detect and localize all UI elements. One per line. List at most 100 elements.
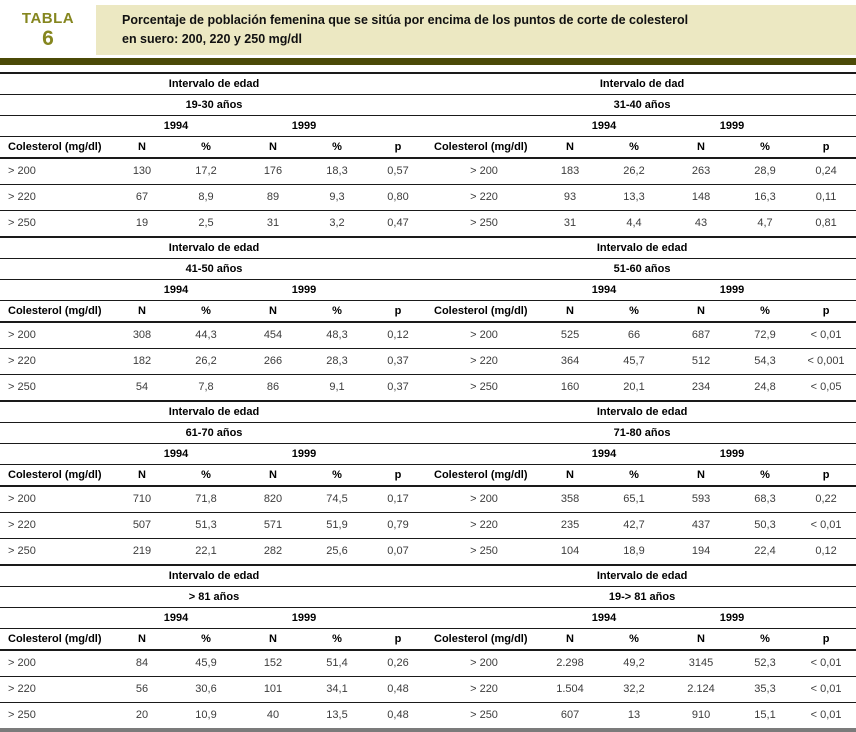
age-range-left: > 81 años — [0, 586, 429, 608]
pct-1994-value: 26,2 — [600, 157, 669, 185]
pct-1999-value: 34,1 — [306, 676, 368, 703]
header-divider-bar — [0, 57, 856, 65]
pct-1994-value: 45,7 — [600, 348, 669, 375]
n-1994-value: 67 — [112, 184, 172, 211]
year-1999-right: 1999 — [668, 279, 797, 301]
n-header: N — [240, 300, 306, 323]
n-1994-value: 93 — [540, 184, 601, 211]
table-title-line2: en suero: 200, 220 y 250 mg/dl — [122, 31, 302, 46]
row-label: > 250 — [428, 210, 541, 238]
table-number-tag: TABLA 6 — [0, 5, 96, 55]
pct-1999-value: 24,8 — [734, 374, 797, 402]
pct-1999-value: 52,3 — [734, 649, 797, 677]
n-1999-value: 234 — [668, 374, 735, 402]
pct-1994-value: 45,9 — [172, 649, 240, 677]
n-1999-value: 820 — [240, 485, 306, 513]
row-label: > 200 — [0, 649, 112, 677]
p-value: 0,48 — [368, 676, 429, 703]
n-header: N — [668, 136, 735, 159]
n-1994-value: 31 — [540, 210, 601, 238]
row-label: > 250 — [428, 538, 541, 566]
pct-header: % — [306, 300, 368, 323]
pct-1994-value: 10,9 — [195, 709, 217, 721]
age-range-row: 41-50 años 51-60 años — [0, 258, 856, 280]
row-label: > 220 — [0, 184, 112, 211]
year-1994-right: 1994 — [540, 279, 669, 301]
year-1999-right: 1999 — [668, 115, 797, 137]
cholesterol-header-left: Colesterol (mg/dl) — [0, 464, 112, 487]
table-row: > 200 84 45,9 152 51,4 0,26 > 200 2.298 … — [0, 649, 856, 677]
n-1994-value: 607 — [560, 709, 580, 721]
row-label: > 250 — [0, 538, 112, 566]
row-label: > 200 — [0, 321, 112, 349]
row-label: > 220 — [0, 512, 112, 539]
pct-header: % — [306, 628, 368, 651]
pct-1994-value: 32,2 — [600, 676, 669, 703]
n-1999-value: 512 — [668, 348, 735, 375]
cholesterol-header-left: Colesterol (mg/dl) — [0, 300, 112, 323]
p-value: 0,17 — [368, 485, 429, 513]
n-1994-value: 364 — [540, 348, 601, 375]
n-header: N — [240, 464, 306, 487]
pct-header: % — [734, 464, 797, 487]
cholesterol-header-left: Colesterol (mg/dl) — [0, 628, 112, 651]
pct-1999-value: 51,9 — [306, 512, 368, 539]
interval-label-right: Intervalo de dad — [428, 72, 856, 95]
pct-1999-value: 74,5 — [306, 485, 368, 513]
table-row: > 220 56 30,6 101 34,1 0,48 > 220 1.504 … — [0, 676, 856, 703]
year-1994-left: 1994 — [112, 443, 240, 465]
pct-header: % — [172, 300, 240, 323]
p-header: p — [796, 300, 856, 323]
years-row: 1994 1999 1994 1999 — [0, 443, 856, 465]
pct-1999-value: 54,3 — [734, 348, 797, 375]
interval-label-right: Intervalo de edad — [428, 236, 856, 259]
pct-1999-value: 68,3 — [734, 485, 797, 513]
n-1999-value: 687 — [668, 321, 735, 349]
n-1999-value: 437 — [668, 512, 735, 539]
n-header: N — [112, 628, 172, 651]
p-value: 0,37 — [368, 374, 429, 402]
row-label: > 200 — [0, 157, 112, 185]
p-header: p — [368, 136, 429, 159]
column-header-row: Colesterol (mg/dl) N % N % p Colesterol … — [0, 136, 856, 159]
p-value: 0,12 — [796, 538, 856, 566]
table-row: > 250 54 7,8 86 9,1 0,37 > 250 160 20,1 … — [0, 374, 856, 402]
age-range-right: 51-60 años — [428, 258, 856, 280]
table-row: > 200 130 17,2 176 18,3 0,57 > 200 183 2… — [0, 157, 856, 185]
n-1994-value: 2.298 — [540, 649, 601, 677]
pct-1994-value: 49,2 — [600, 649, 669, 677]
p-value: < 0,05 — [796, 374, 856, 402]
p-header: p — [796, 628, 856, 651]
p-header: p — [368, 300, 429, 323]
pct-1999-value: 15,1 — [754, 709, 776, 721]
year-1999-left: 1999 — [240, 115, 368, 137]
n-1999-value: 40 — [266, 709, 280, 721]
years-row: 1994 1999 1994 1999 — [0, 279, 856, 301]
n-1999-value: 282 — [240, 538, 306, 566]
p-header: p — [796, 136, 856, 159]
pct-1999-value: 18,3 — [306, 157, 368, 185]
row-label: > 200 — [428, 157, 541, 185]
table-row: > 220 182 26,2 266 28,3 0,37 > 220 364 4… — [0, 348, 856, 375]
pct-1994-value: 26,2 — [172, 348, 240, 375]
row-label: > 220 — [428, 348, 541, 375]
n-1994-value: 56 — [112, 676, 172, 703]
year-1994-left: 1994 — [112, 607, 240, 629]
n-1999-value: 148 — [668, 184, 735, 211]
pct-header: % — [600, 300, 669, 323]
row-label: > 250 — [8, 709, 36, 721]
n-1999-value: 263 — [668, 157, 735, 185]
p-value: < 0,01 — [796, 676, 856, 703]
p-value: 0,80 — [368, 184, 429, 211]
p-header: p — [368, 628, 429, 651]
n-1994-value: 84 — [112, 649, 172, 677]
n-header: N — [240, 628, 306, 651]
year-1994-right: 1994 — [540, 115, 669, 137]
age-range-row: 19-30 años 31-40 años — [0, 94, 856, 116]
n-1999-value: 31 — [240, 210, 306, 238]
n-header: N — [112, 464, 172, 487]
pct-1999-value: 9,3 — [306, 184, 368, 211]
interval-label-left: Intervalo de edad — [0, 400, 429, 423]
pct-1994-value: 51,3 — [172, 512, 240, 539]
table-row: > 250 219 22,1 282 25,6 0,07 > 250 104 1… — [0, 538, 856, 566]
